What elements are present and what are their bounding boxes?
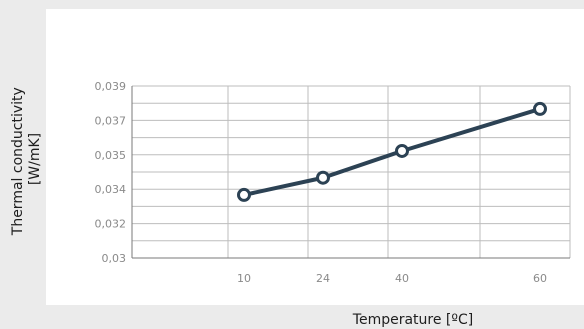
y-axis-title-line-1: Thermal conductivity <box>10 87 26 236</box>
x-axis-title: Temperature [ºC] <box>352 312 473 328</box>
data-point <box>237 187 251 202</box>
y-axis-title: Thermal conductivity [W/mK] <box>10 83 43 236</box>
x-tick-label: 24 <box>316 272 330 285</box>
y-tick-label: 0,03 <box>102 252 127 265</box>
plot-panel <box>46 9 584 305</box>
tick-labels: 0,03 0,032 0,034 0,035 0,037 0,039 10 24 40 60 <box>95 80 548 285</box>
data-point <box>395 143 409 158</box>
y-tick-label: 0,035 <box>95 149 127 162</box>
x-tick-label: 10 <box>237 272 251 285</box>
data-point <box>533 101 547 116</box>
y-tick-label: 0,032 <box>95 218 127 231</box>
axes <box>131 86 570 259</box>
series-line <box>242 106 542 197</box>
y-tick-label: 0,039 <box>95 80 127 93</box>
y-axis-title-line-2: [W/mK] <box>27 133 43 185</box>
x-tick-label: 60 <box>533 272 547 285</box>
data-point <box>316 170 330 185</box>
y-tick-label: 0,034 <box>95 183 127 196</box>
x-tick-label: 40 <box>395 272 409 285</box>
y-tick-label: 0,037 <box>95 114 127 127</box>
series <box>237 101 547 202</box>
